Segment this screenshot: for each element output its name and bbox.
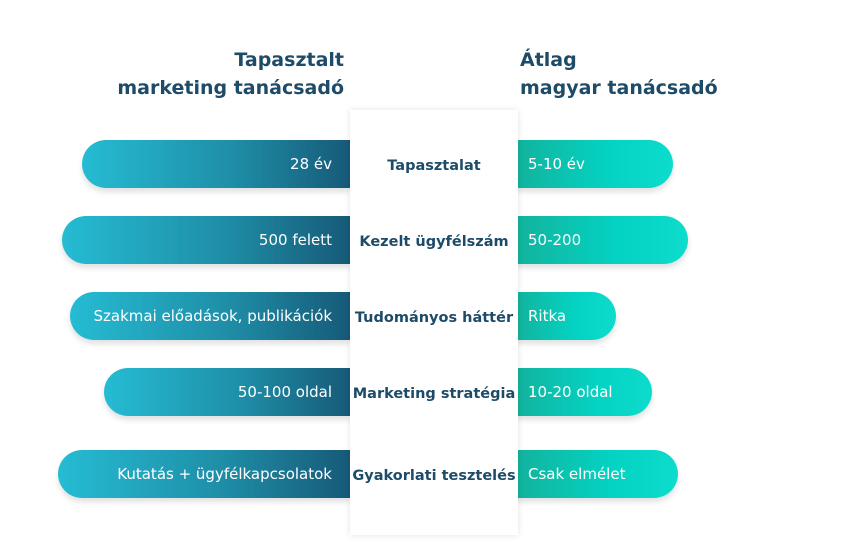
left-bar-clients: 500 felett	[62, 216, 350, 264]
category-label: Marketing stratégia	[352, 386, 516, 402]
right-column-header: Átlag magyar tanácsadó	[520, 46, 718, 102]
category-label: Kezelt ügyfélszám	[359, 234, 509, 250]
right-bar-experience: 5-10 év	[516, 140, 673, 188]
left-bar-science: Szakmai előadások, publikációk	[70, 292, 350, 340]
left-header-line-2: marketing tanácsadó	[117, 77, 344, 99]
center-column	[350, 110, 518, 535]
category-label: Tudományos háttér	[354, 310, 514, 326]
right-header-line-2: magyar tanácsadó	[520, 77, 718, 99]
category-label: Gyakorlati tesztelés	[352, 468, 516, 484]
left-bar-experience: 28 év	[82, 140, 350, 188]
right-bar-science: Ritka	[516, 292, 616, 340]
right-bar-clients: 50-200	[516, 216, 688, 264]
left-header-line-1: Tapasztalt	[234, 49, 344, 71]
right-header-line-1: Átlag	[520, 49, 577, 71]
category-label: Tapasztalat	[387, 158, 481, 174]
right-bar-testing: Csak elmélet	[516, 450, 678, 498]
right-bar-strategy: 10-20 oldal	[516, 368, 652, 416]
left-bar-strategy: 50-100 oldal	[104, 368, 350, 416]
left-column-header: Tapasztalt marketing tanácsadó	[117, 46, 344, 102]
left-bar-testing: Kutatás + ügyfélkapcsolatok	[58, 450, 350, 498]
